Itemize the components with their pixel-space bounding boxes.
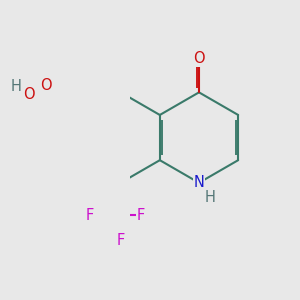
Text: F: F <box>86 208 94 223</box>
Text: O: O <box>193 51 205 66</box>
Text: H: H <box>205 190 216 205</box>
Text: O: O <box>23 87 35 102</box>
Text: F: F <box>116 233 125 248</box>
Text: F: F <box>137 208 145 223</box>
Text: N: N <box>194 175 204 190</box>
Text: O: O <box>40 78 52 93</box>
Text: H: H <box>11 79 22 94</box>
